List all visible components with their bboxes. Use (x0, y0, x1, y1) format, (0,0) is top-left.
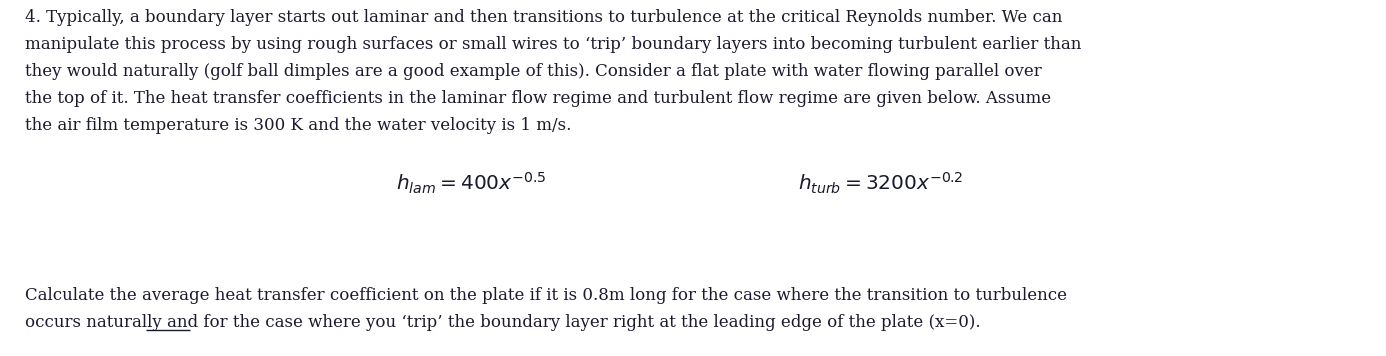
Text: Calculate the average heat transfer coefficient on the plate if it is 0.8m long : Calculate the average heat transfer coef… (25, 287, 1067, 304)
Text: $h_{lam} = 400x^{-0.5}$: $h_{lam} = 400x^{-0.5}$ (396, 171, 546, 196)
Text: they would naturally (golf ball dimples are a good example of this). Consider a : they would naturally (golf ball dimples … (25, 63, 1042, 80)
Text: the top of it. The heat transfer coefficients in the laminar flow regime and tur: the top of it. The heat transfer coeffic… (25, 90, 1051, 107)
Text: $h_{turb} = 3200x^{-0.2}$: $h_{turb} = 3200x^{-0.2}$ (797, 171, 963, 196)
Text: manipulate this process by using rough surfaces or small wires to ‘trip’ boundar: manipulate this process by using rough s… (25, 36, 1081, 53)
Text: the air film temperature is 300 K and the water velocity is 1 m/s.: the air film temperature is 300 K and th… (25, 117, 571, 134)
Text: 4. Typically, a boundary layer starts out laminar and then transitions to turbul: 4. Typically, a boundary layer starts ou… (25, 9, 1062, 26)
Text: occurs naturally and for the case where you ‘trip’ the boundary layer right at t: occurs naturally and for the case where … (25, 314, 980, 331)
